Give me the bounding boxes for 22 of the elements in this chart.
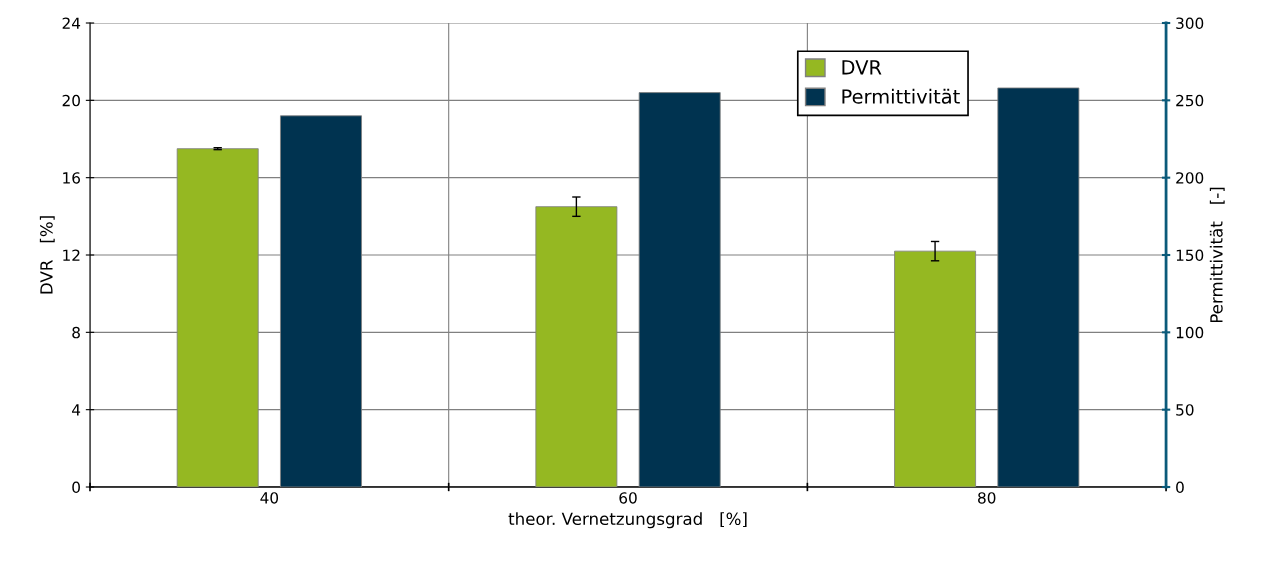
x-tick-label: 80 [978,492,996,504]
y-tick-label: 4 [72,404,81,416]
legend-label: DVR [842,60,882,75]
y-tick-label: 24 [62,17,81,29]
x-tick-label: 60 [619,492,637,504]
y-tick-label: 16 [63,172,81,184]
y2-tick-label: 300 [1176,17,1204,30]
y2-tick-label: 100 [1176,326,1204,339]
y2-tick-label: 150 [1176,249,1204,262]
y2-tick-label: 200 [1176,172,1204,184]
y2-tick-label: 0 [1176,481,1184,494]
y2-axis-title: Permittivität [-] [1209,187,1225,323]
y2-tick-label: 50 [1176,404,1194,416]
y-tick-label: 8 [72,326,80,339]
y2-tick-label: 250 [1176,94,1204,107]
x-axis-title: theor. Vernetzungsgrad [%] [508,512,747,529]
x-tick-label: 40 [260,492,279,504]
y-tick-label: 0 [72,481,80,494]
legend-label: Permittivität [842,88,960,104]
y-axis-title: DVR [%] [39,216,55,294]
y-tick-label: 12 [63,249,80,261]
y-tick-label: 20 [62,94,80,107]
